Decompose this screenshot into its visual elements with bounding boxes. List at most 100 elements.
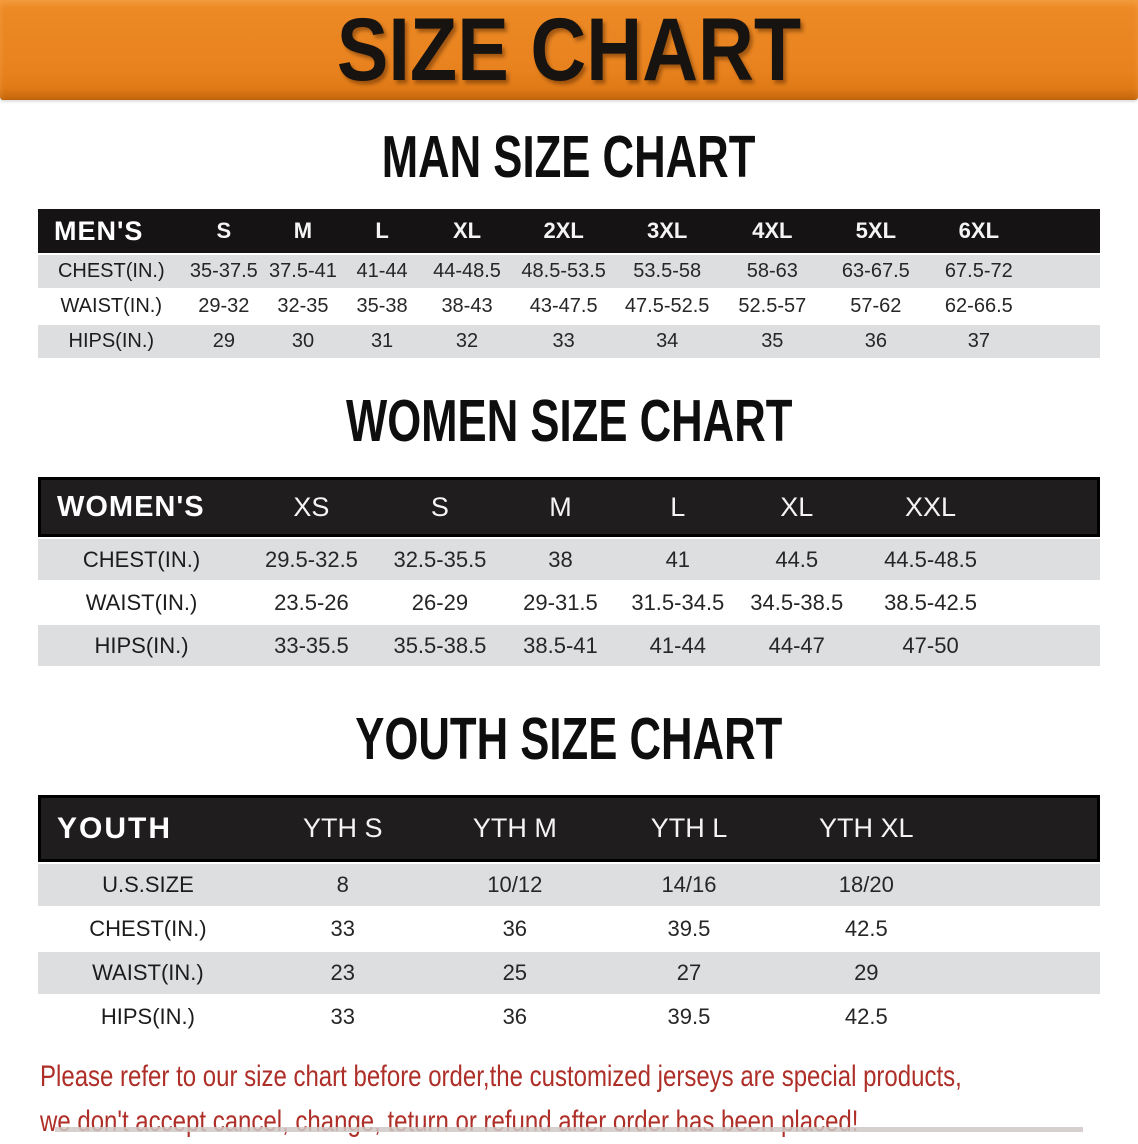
women-section-heading: WOMEN SIZE CHART xyxy=(0,387,1138,454)
men-section-heading-text: MAN SIZE CHART xyxy=(382,123,756,190)
row-label: HIPS(IN.) xyxy=(38,323,185,358)
filler-cell xyxy=(1030,253,1100,288)
table-row: U.S.SIZE 8 10/12 14/16 18/20 xyxy=(38,862,1100,906)
size-header-cell: M xyxy=(263,209,343,253)
value-cell: 42.5 xyxy=(776,906,957,950)
size-header-cell: 3XL xyxy=(614,209,720,253)
table-title-cell: YOUTH xyxy=(38,795,258,862)
size-header-cell: 5XL xyxy=(824,209,927,253)
page-title: SIZE CHART xyxy=(336,0,802,100)
value-cell: 10/12 xyxy=(427,862,602,906)
table-header-row: WOMEN'S XS S M L XL XXL xyxy=(38,477,1100,537)
value-cell: 14/16 xyxy=(601,862,777,906)
value-cell: 35.5-38.5 xyxy=(377,623,503,666)
size-header-cell: M xyxy=(502,477,619,537)
table-title-cell: MEN'S xyxy=(38,209,185,253)
row-label: WAIST(IN.) xyxy=(38,950,258,994)
order-notice: Please refer to our size chart before or… xyxy=(40,1054,1138,1144)
value-cell: 36 xyxy=(824,323,927,358)
row-label: HIPS(IN.) xyxy=(38,994,258,1038)
women-size-table: WOMEN'S XS S M L XL XXL CHEST(IN.) 29.5-32.5 32.5… xyxy=(38,477,1100,666)
value-cell: 35-37.5 xyxy=(184,253,264,288)
value-cell: 33 xyxy=(257,994,428,1038)
value-cell: 63-67.5 xyxy=(824,253,927,288)
filler-cell xyxy=(1030,323,1100,358)
filler-cell xyxy=(1004,477,1100,537)
filler-cell xyxy=(1030,288,1100,323)
size-header-cell: XS xyxy=(245,477,378,537)
value-cell: 26-29 xyxy=(377,580,503,623)
table-row: HIPS(IN.) 33 36 39.5 42.5 xyxy=(38,994,1100,1038)
row-label: WAIST(IN.) xyxy=(38,288,185,323)
value-cell: 39.5 xyxy=(601,906,777,950)
value-cell: 29.5-32.5 xyxy=(245,537,378,580)
size-header-cell: S xyxy=(184,209,264,253)
row-label: U.S.SIZE xyxy=(38,862,258,906)
value-cell: 57-62 xyxy=(824,288,927,323)
value-cell: 29-32 xyxy=(184,288,264,323)
men-section-heading: MAN SIZE CHART xyxy=(0,123,1138,190)
value-cell: 33-35.5 xyxy=(245,623,378,666)
value-cell: 62-66.5 xyxy=(926,288,1031,323)
value-cell: 27 xyxy=(601,950,777,994)
value-cell: 41 xyxy=(618,537,737,580)
value-cell: 41-44 xyxy=(618,623,737,666)
value-cell: 33 xyxy=(512,323,615,358)
value-cell: 38.5-42.5 xyxy=(856,580,1005,623)
value-cell: 32-35 xyxy=(263,288,343,323)
value-cell: 37 xyxy=(926,323,1031,358)
youth-section-heading: YOUTH SIZE CHART xyxy=(0,705,1138,772)
size-header-cell: L xyxy=(342,209,422,253)
value-cell: 34 xyxy=(614,323,720,358)
row-label: HIPS(IN.) xyxy=(38,623,246,666)
value-cell: 67.5-72 xyxy=(926,253,1031,288)
men-size-table: MEN'S S M L XL 2XL 3XL 4XL 5XL 6XL CHEST(IN.) 35-37… xyxy=(38,209,1100,358)
value-cell: 29 xyxy=(776,950,957,994)
value-cell: 47-50 xyxy=(856,623,1005,666)
filler-cell xyxy=(1030,209,1100,253)
value-cell: 36 xyxy=(427,994,602,1038)
size-header-cell: YTH S xyxy=(257,795,428,862)
row-label: CHEST(IN.) xyxy=(38,906,258,950)
table-header-row: YOUTH YTH S YTH M YTH L YTH XL xyxy=(38,795,1100,862)
value-cell: 35 xyxy=(719,323,825,358)
value-cell: 35-38 xyxy=(342,288,422,323)
table-row: WAIST(IN.) 23.5-26 26-29 29-31.5 31.5-34.5 34… xyxy=(38,580,1100,623)
filler-cell xyxy=(956,950,1100,994)
table-row: HIPS(IN.) 33-35.5 35.5-38.5 38.5-41 41-44 44-… xyxy=(38,623,1100,666)
value-cell: 25 xyxy=(427,950,602,994)
size-header-cell: 4XL xyxy=(719,209,825,253)
value-cell: 48.5-53.5 xyxy=(512,253,615,288)
value-cell: 31 xyxy=(342,323,422,358)
value-cell: 47.5-52.5 xyxy=(614,288,720,323)
value-cell: 38 xyxy=(502,537,619,580)
size-header-cell: YTH M xyxy=(427,795,602,862)
row-label: CHEST(IN.) xyxy=(38,253,185,288)
value-cell: 32 xyxy=(421,323,513,358)
value-cell: 42.5 xyxy=(776,994,957,1038)
order-notice-line-2: we don't accept cancel, change, teturn o… xyxy=(40,1105,859,1138)
table-header-row: MEN'S S M L XL 2XL 3XL 4XL 5XL 6XL xyxy=(38,209,1100,253)
value-cell: 23.5-26 xyxy=(245,580,378,623)
table-title-cell: WOMEN'S xyxy=(38,477,246,537)
size-header-cell: 2XL xyxy=(512,209,615,253)
size-header-cell: L xyxy=(618,477,737,537)
value-cell: 23 xyxy=(257,950,428,994)
bottom-edge-line xyxy=(55,1127,1083,1132)
value-cell: 32.5-35.5 xyxy=(377,537,503,580)
size-header-cell: XL xyxy=(736,477,857,537)
value-cell: 37.5-41 xyxy=(263,253,343,288)
table-row: CHEST(IN.) 33 36 39.5 42.5 xyxy=(38,906,1100,950)
youth-section-heading-text: YOUTH SIZE CHART xyxy=(355,705,783,772)
value-cell: 34.5-38.5 xyxy=(736,580,857,623)
table-row: WAIST(IN.) 29-32 32-35 35-38 38-43 43-47.5 47.… xyxy=(38,288,1100,323)
value-cell: 44-47 xyxy=(736,623,857,666)
table-row: WAIST(IN.) 23 25 27 29 xyxy=(38,950,1100,994)
row-label: WAIST(IN.) xyxy=(38,580,246,623)
size-header-cell: XXL xyxy=(856,477,1005,537)
size-header-cell: YTH L xyxy=(601,795,777,862)
value-cell: 43-47.5 xyxy=(512,288,615,323)
value-cell: 58-63 xyxy=(719,253,825,288)
table-row: CHEST(IN.) 29.5-32.5 32.5-35.5 38 41 44.5 44.5… xyxy=(38,537,1100,580)
youth-size-table: YOUTH YTH S YTH M YTH L YTH XL U.S.SIZE 8 10/12… xyxy=(38,795,1100,1038)
